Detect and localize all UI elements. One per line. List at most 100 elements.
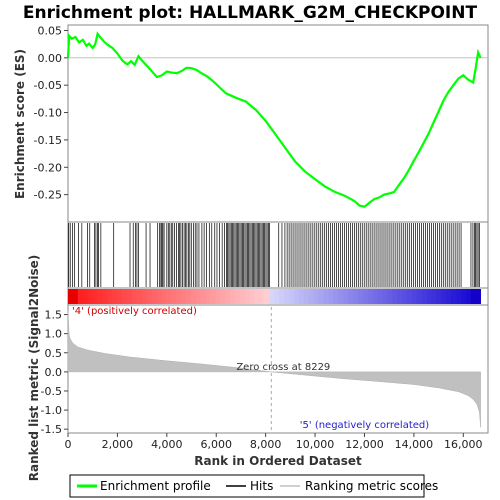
band-cell [259,289,265,304]
xtick-label: 10,000 [296,438,335,451]
legend-label-hits: Hits [250,479,273,493]
es-ytick-label: 0.05 [38,24,63,37]
band-cell [431,289,437,304]
band-cell [185,289,192,304]
xtick-label: 2,000 [102,438,134,451]
band-cell [77,289,84,304]
band-cell [318,289,324,304]
band-cell [195,289,202,304]
band-cell [156,289,162,304]
band-cell [333,289,339,304]
band-cell [426,289,432,304]
es-axis-label: Enrichment score (ES) [13,49,27,199]
band-cell [406,289,413,304]
band-cell [338,289,344,304]
band-cell [446,289,452,304]
band-cell [230,289,236,304]
band-cell [180,289,187,304]
metric-ytick-label: 0.0 [45,366,63,379]
es-ytick-label: -0.05 [34,79,62,92]
band-cell [220,289,226,304]
band-cell [136,289,143,304]
band-cell [392,289,398,304]
band-cell [161,289,167,304]
band-cell [117,289,123,304]
legend-label-enrichment: Enrichment profile [100,479,211,493]
band-cell [456,289,462,304]
band-cell [279,289,285,304]
xtick-label: 14,000 [395,438,434,451]
band-cell [92,289,98,304]
band-cell [284,289,290,304]
enrichment-profile-line [66,31,482,208]
metric-ytick-label: 1.5 [45,309,63,322]
band-cell [372,289,378,304]
es-ytick-label: 0.00 [38,52,63,65]
band-cell [215,289,221,304]
band-cell [313,289,319,304]
band-cell [131,289,138,304]
band-cell [151,289,157,304]
band-cell [171,289,177,304]
band-cell [200,289,206,304]
metric-ytick-label: 1.0 [45,328,63,341]
positive-correlation-label: '4' (positively correlated) [72,306,197,317]
hits-frame [67,221,489,289]
band-cell [141,289,147,304]
xtick-label: 6,000 [200,438,232,451]
band-cell [68,289,74,304]
band-cell [328,289,334,304]
metric-ytick-label: -0.5 [41,385,62,398]
band-cell [411,289,418,304]
band-cell [225,289,231,304]
xtick-label: 16,000 [444,438,483,451]
xtick-label: 8,000 [250,438,282,451]
band-cell [402,289,408,304]
band-cell [210,289,216,304]
band-cell [102,289,108,304]
band-cell [72,289,79,304]
band-cell [436,289,442,304]
band-cell [308,289,314,304]
hits-panel [67,221,489,289]
band-cell [239,289,246,304]
legend: Enrichment profile Hits Ranking metric s… [69,474,438,498]
ranked-metric-panel: 1.5 1.0 0.5 0.0 -0.5 -1.0 -1.5 '4' (positively… [27,255,489,482]
band-cell [475,289,481,304]
band-cell [460,289,467,304]
rank-color-band [67,287,489,306]
band-cell [421,289,427,304]
xtick-label: 4,000 [151,438,183,451]
legend-frame [69,474,425,498]
zero-cross-label: Zero cross at 8229 [236,362,330,373]
band-cell [274,289,280,304]
metric-ytick-label: -1.5 [41,423,62,436]
band-cell [122,289,128,304]
band-cell [362,289,369,304]
band-cell [352,289,359,304]
band-cell [387,289,393,304]
band-cell [176,289,182,304]
band-cell [82,289,89,304]
band-cell [205,289,211,304]
band-cell [303,289,310,304]
band-cell [293,289,300,304]
band-cell [298,289,305,304]
band-cell [441,289,447,304]
es-ytick-label: -0.20 [34,161,62,174]
band-cell [347,289,354,304]
legend-label-metric: Ranking metric scores [305,479,438,493]
band-cell [97,289,103,304]
band-cell [244,289,251,304]
band-cell [87,289,93,304]
metric-axis-label: Ranked list metric (Signal2Noise) [27,255,41,482]
chart-title: Enrichment plot: HALLMARK_G2M_CHECKPOINT [23,3,478,23]
metric-ytick-label: -1.0 [41,404,62,417]
negative-correlation-label: '5' (negatively correlated) [300,420,429,431]
band-cell [367,289,373,304]
band-cell [377,289,383,304]
band-cell [470,289,477,304]
band-cell [254,289,260,304]
